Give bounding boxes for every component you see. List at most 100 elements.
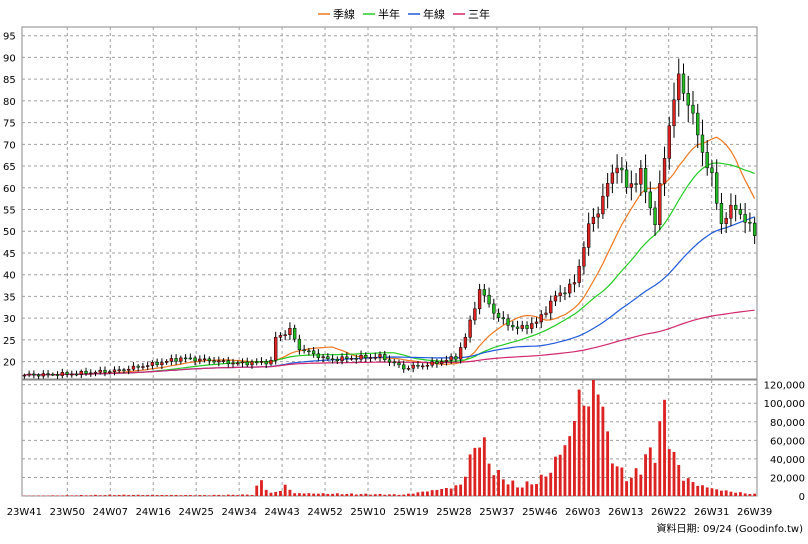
candle-body — [70, 374, 73, 375]
volume-bar — [540, 475, 543, 496]
volume-bar — [113, 495, 116, 496]
candle-body — [692, 105, 695, 113]
candle-body — [232, 363, 235, 364]
volume-bar — [132, 495, 135, 496]
volume-bar — [706, 487, 709, 496]
price-tick-label: 90 — [3, 53, 16, 64]
volume-bar — [701, 485, 704, 496]
candle-body — [331, 359, 334, 360]
volume-bar — [497, 470, 500, 496]
candle-body — [141, 367, 144, 368]
volume-bar — [696, 486, 699, 496]
volume-bar — [753, 494, 756, 496]
candle-body — [507, 319, 510, 325]
candle-body — [658, 183, 661, 224]
volume-bar — [350, 493, 353, 496]
candle-body — [37, 375, 40, 376]
volume-bar — [417, 492, 420, 496]
volume-bar — [336, 493, 339, 496]
candle-body — [696, 113, 699, 135]
volume-bar — [156, 495, 159, 496]
candle-body — [303, 350, 306, 351]
candle-body — [341, 357, 344, 361]
legend: 季線半年年線三年 — [318, 7, 490, 21]
x-tick-label: 24W52 — [307, 507, 342, 518]
candle-body — [165, 361, 168, 362]
volume-bar — [194, 495, 197, 496]
volume-bar — [663, 400, 666, 496]
candle-body — [179, 358, 182, 361]
volume-bar — [127, 495, 130, 496]
volume-bar — [284, 485, 287, 496]
candle-body — [573, 283, 576, 284]
candle-body — [407, 368, 410, 369]
volume-bar — [160, 495, 163, 496]
candle-body — [184, 358, 187, 359]
volume-bar — [639, 475, 642, 496]
candle-body — [559, 293, 562, 296]
candle-body — [564, 293, 567, 294]
volume-bar — [236, 495, 239, 496]
volume-bar — [492, 475, 495, 496]
volume-bar — [720, 491, 723, 496]
candle-body — [118, 370, 121, 371]
candle-body — [317, 354, 320, 358]
volume-bar — [673, 452, 676, 496]
volume-bar — [184, 495, 187, 496]
candle-body — [104, 370, 107, 372]
candle-body — [146, 366, 149, 367]
volume-bar — [521, 488, 524, 496]
volume-bar — [232, 495, 235, 496]
volume-bar — [303, 493, 306, 496]
volume-bar — [198, 495, 201, 496]
volume-tick-label: 40,000 — [770, 455, 805, 466]
volume-bar — [573, 421, 576, 496]
volume-bar — [644, 454, 647, 496]
volume-bar — [398, 495, 401, 496]
candle-body — [649, 192, 652, 208]
volume-bar — [729, 492, 732, 496]
candle-body — [222, 361, 225, 362]
candle-body — [85, 371, 88, 373]
volume-bar — [360, 494, 363, 496]
candle-body — [530, 323, 533, 328]
candle-body — [160, 362, 163, 364]
candle-body — [431, 362, 434, 365]
price-tick-label: 75 — [3, 119, 16, 130]
candle-body — [288, 328, 291, 335]
candle-body — [701, 135, 704, 152]
volume-bar — [507, 484, 510, 496]
volume-bar — [564, 445, 567, 496]
candle-body — [47, 374, 50, 375]
volume-bar — [341, 494, 344, 496]
volume-bar — [388, 494, 391, 496]
volume-bar — [578, 390, 581, 496]
volume-bar — [279, 491, 282, 496]
volume-bar — [241, 494, 244, 496]
candle-body — [469, 320, 472, 337]
candle-body — [350, 358, 353, 359]
volume-bar — [725, 490, 728, 496]
volume-bar — [293, 493, 296, 496]
candle-body — [307, 351, 310, 352]
volume-bar — [744, 493, 747, 496]
candle-body — [601, 196, 604, 214]
candle-body — [123, 370, 126, 371]
volume-bar — [393, 494, 396, 496]
volume-bar — [298, 493, 301, 496]
volume-bar — [668, 449, 671, 496]
candle-body — [454, 357, 457, 360]
volume-bar — [265, 490, 268, 496]
volume-bar — [108, 495, 111, 496]
candle-body — [132, 366, 135, 369]
price-tick-label: 40 — [3, 271, 16, 282]
volume-tick-label: 100,000 — [764, 399, 805, 410]
candle-body — [66, 372, 69, 374]
volume-bar — [94, 495, 97, 496]
candle-body — [151, 362, 154, 365]
candle-body — [51, 374, 54, 375]
candle-body — [398, 363, 401, 365]
volume-bar — [440, 489, 443, 496]
